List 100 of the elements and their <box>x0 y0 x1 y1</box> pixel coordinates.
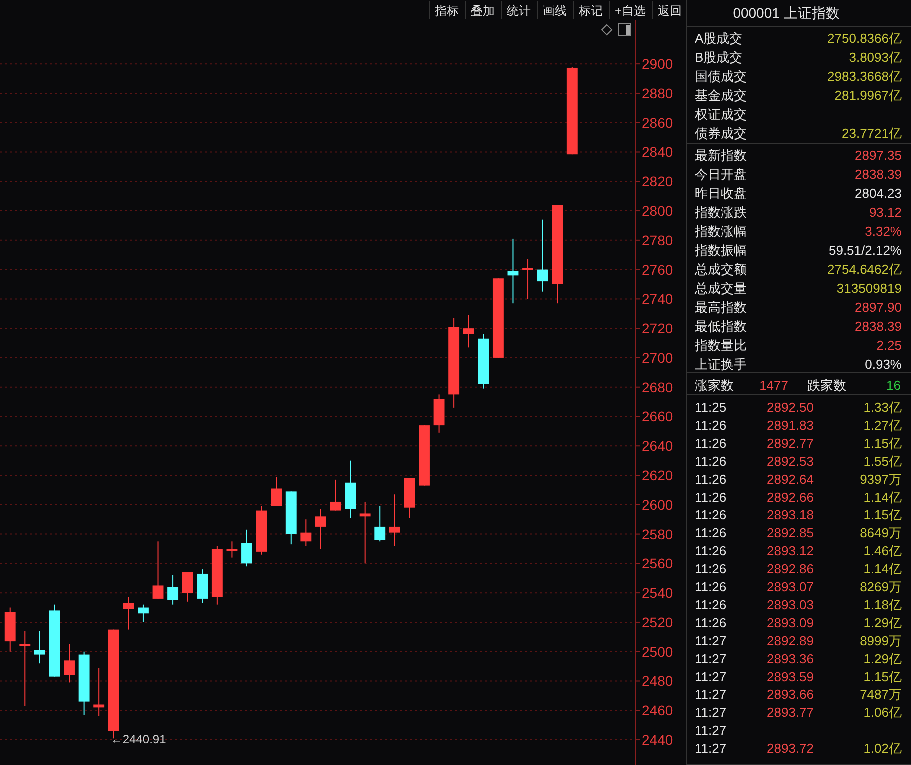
category-label: 11:26 <box>695 615 727 630</box>
data-label: 1.06亿 <box>864 705 902 720</box>
data-label: 8999万 <box>860 633 902 648</box>
y-tick-label: 2860 <box>642 114 674 131</box>
data-label: 2893.36 <box>767 651 814 666</box>
category-label: 权证成交 <box>694 107 747 122</box>
data-label: 2892.53 <box>767 454 814 469</box>
text: 返回 <box>658 4 682 18</box>
category-label: 11:27 <box>695 633 727 648</box>
text: 59.51/2.12% <box>828 243 902 258</box>
y-tick-label: 2700 <box>642 350 674 366</box>
category-label: 基金成交 <box>695 88 747 103</box>
y-tick-label: 2660 <box>642 408 674 425</box>
data-label: 1.02亿 <box>864 741 902 756</box>
data-label: 1.15亿 <box>864 669 902 684</box>
text: 0.93% <box>865 357 902 372</box>
category-label: 昨日收盘 <box>695 186 747 201</box>
data-label: 2892.66 <box>767 490 814 505</box>
data-label: 1.27亿 <box>864 418 902 433</box>
category-label: 总成交额 <box>694 262 747 277</box>
data-label: 1.14亿 <box>864 490 902 505</box>
category-label: 11:26 <box>695 490 727 505</box>
text: 标记 <box>578 4 603 18</box>
category-label: 指数涨幅 <box>694 224 747 239</box>
text: 叠加 <box>470 4 495 18</box>
category-label: 11:27 <box>695 705 727 720</box>
category-label: 11:27 <box>695 741 727 756</box>
data-label: 8269万 <box>860 580 902 594</box>
annotation: ←2440.91 <box>110 732 167 747</box>
data-label: 1.46亿 <box>864 544 902 559</box>
data-label: 2893.66 <box>767 687 814 702</box>
text: 2983.3668亿 <box>828 69 902 84</box>
data-label: 2893.72 <box>767 741 814 756</box>
y-tick-label: 2880 <box>642 85 674 102</box>
y-tick-label: 2900 <box>642 56 674 72</box>
text: 2838.39 <box>855 319 902 334</box>
category-label: 11:26 <box>695 544 727 559</box>
data-label: 1.33亿 <box>864 400 902 415</box>
category-label: 11:27 <box>695 669 727 684</box>
category-label: 11:26 <box>695 436 727 451</box>
category-label: 跌家数 <box>808 378 846 393</box>
data-label: 2892.86 <box>767 562 814 577</box>
y-tick-label: 2440 <box>642 732 674 748</box>
data-label: 2892.64 <box>767 472 814 487</box>
category-label: 最新指数 <box>695 148 747 163</box>
y-tick-label: 2820 <box>642 174 674 190</box>
data-label: 1.14亿 <box>864 562 902 577</box>
data-label: 2893.77 <box>767 705 814 720</box>
y-tick-label: 2500 <box>642 644 674 660</box>
data-label: 2892.50 <box>767 400 814 415</box>
category-label: 上证换手 <box>695 357 747 372</box>
category-label: 11:26 <box>695 562 727 577</box>
data-label: 2893.09 <box>767 615 814 630</box>
data-label: 8649万 <box>860 526 902 541</box>
category-label: 11:26 <box>695 580 727 594</box>
text: 3.8093亿 <box>849 50 902 65</box>
category-label: A股成交 <box>695 31 743 46</box>
data-label: 2892.77 <box>767 436 814 451</box>
y-tick-label: 2600 <box>642 496 674 513</box>
category-label: 总成交量 <box>694 281 747 296</box>
category-label: 今日开盘 <box>695 167 747 182</box>
data-label: 1.15亿 <box>864 436 902 451</box>
text: 3.32% <box>865 224 902 239</box>
category-label: 指数振幅 <box>694 243 747 258</box>
y-tick-label: 2840 <box>642 144 674 160</box>
data-label: 1.18亿 <box>864 597 902 612</box>
text: 2754.6462亿 <box>828 262 902 277</box>
text: 统计 <box>506 4 531 18</box>
text: 23.7721亿 <box>842 126 902 141</box>
category-label: 11:27 <box>695 687 727 702</box>
data-label: 1.55亿 <box>864 454 902 469</box>
data-label: 1.15亿 <box>864 508 902 523</box>
category-label: 11:26 <box>695 597 727 612</box>
text: 2838.39 <box>855 167 902 182</box>
text: 281.9967亿 <box>834 88 902 103</box>
y-tick-label: 2520 <box>642 614 674 630</box>
y-tick-label: 2620 <box>642 468 674 484</box>
category-label: B股成交 <box>695 50 743 65</box>
y-tick-label: 2720 <box>642 320 674 337</box>
category-label: 指数量比 <box>694 338 747 353</box>
text: 2897.35 <box>855 148 902 163</box>
text: 93.12 <box>869 205 902 220</box>
data-label: 2893.07 <box>767 580 814 594</box>
category-label: 国债成交 <box>695 69 747 84</box>
y-tick-label: 2580 <box>642 526 674 542</box>
category-label: 11:26 <box>695 454 727 469</box>
text: 画线 <box>542 4 567 18</box>
category-label: 最低指数 <box>695 319 747 334</box>
y-tick-label: 2760 <box>642 262 674 278</box>
data-label: 1.29亿 <box>864 615 902 630</box>
text: 2804.23 <box>855 186 902 201</box>
category-label: 11:26 <box>695 472 727 487</box>
category-label: 指数涨跌 <box>694 205 747 220</box>
text: +自选 <box>614 4 646 18</box>
category-label: 11:26 <box>695 508 727 523</box>
category-label: 11:26 <box>695 418 727 433</box>
y-tick-label: 2780 <box>642 232 674 248</box>
data-label: 1.29亿 <box>864 651 902 666</box>
y-tick-label: 2560 <box>642 556 674 572</box>
data-label: 7487万 <box>860 687 902 702</box>
